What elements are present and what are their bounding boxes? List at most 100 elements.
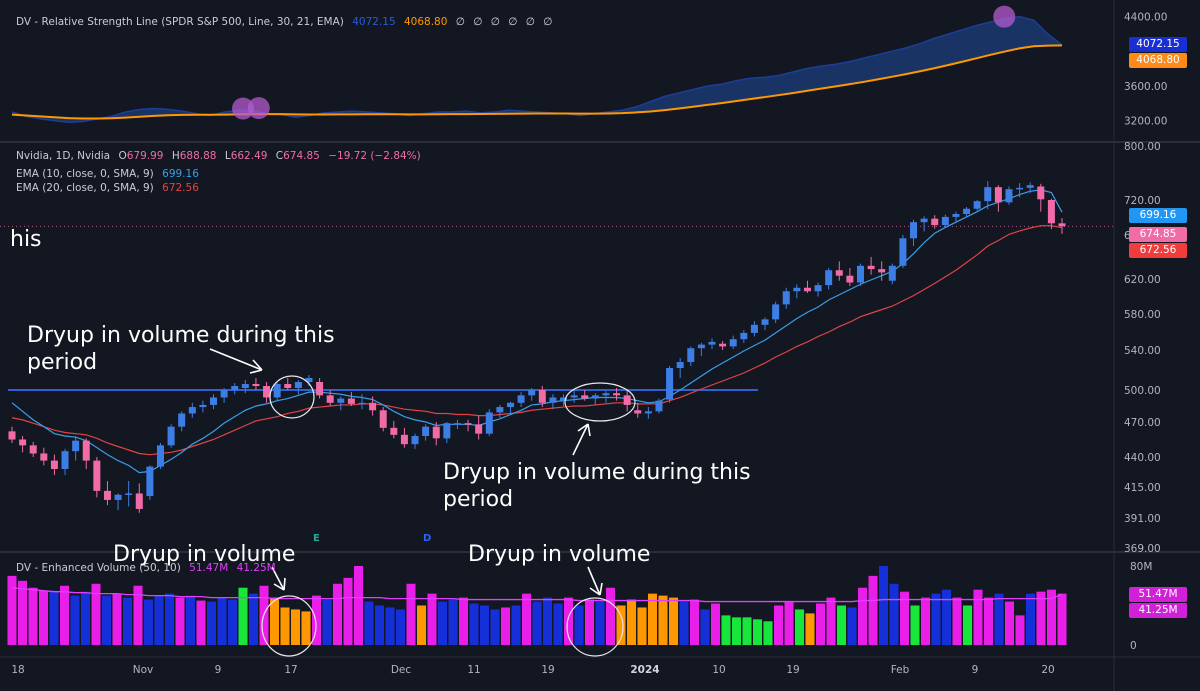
eye-icon[interactable]: ∅ bbox=[543, 16, 553, 28]
eye-icon[interactable]: ∅ bbox=[525, 16, 535, 28]
volume-bar bbox=[38, 590, 49, 645]
rs-legend: DV - Relative Strength Line (SPDR S&P 50… bbox=[16, 16, 557, 28]
volume-bar bbox=[133, 585, 143, 645]
rs-line-price-tag: 4072.15 bbox=[1129, 37, 1187, 52]
candle-body bbox=[676, 362, 684, 368]
price-legend: Nvidia, 1D, Nvidia O679.99 H688.88 L662.… bbox=[16, 150, 426, 162]
volume-bar bbox=[815, 603, 826, 645]
ema20-value: 672.56 bbox=[162, 182, 199, 194]
candle-body bbox=[156, 445, 164, 467]
candle-body bbox=[326, 395, 334, 403]
candle-body bbox=[305, 378, 313, 382]
rs-title: DV - Relative Strength Line (SPDR S&P 50… bbox=[16, 16, 344, 28]
candle-body bbox=[973, 201, 981, 209]
rs-value-2: 4068.80 bbox=[403, 16, 448, 28]
eye-icon[interactable]: ∅ bbox=[473, 16, 483, 28]
candle-body bbox=[506, 402, 514, 408]
c-value: 674.85 bbox=[283, 150, 320, 162]
candle-body bbox=[82, 440, 90, 461]
candle-body bbox=[103, 490, 111, 500]
change-value: −19.72 (−2.84%) bbox=[328, 150, 421, 162]
candle-body bbox=[40, 453, 48, 461]
volume-bar bbox=[731, 617, 742, 645]
volume-bar bbox=[983, 597, 994, 645]
candle-body bbox=[623, 395, 631, 405]
volume-bar bbox=[206, 601, 217, 645]
eye-icon[interactable]: ∅ bbox=[455, 16, 465, 28]
eye-icon[interactable]: ∅ bbox=[490, 16, 500, 28]
volume-bar bbox=[647, 593, 658, 645]
annotation-volume-mid: Dryup in volume bbox=[468, 542, 651, 567]
annotation-top-left: Dryup in volume during this period bbox=[27, 323, 335, 375]
volume-bar bbox=[920, 597, 931, 645]
volume-bar bbox=[164, 593, 175, 645]
volume-bar bbox=[1015, 615, 1025, 645]
ema20-label[interactable]: EMA (20, close, 0, SMA, 9) bbox=[16, 182, 154, 194]
annotation-arrow bbox=[271, 566, 286, 591]
candle-body bbox=[814, 285, 822, 292]
earnings-marker[interactable]: E bbox=[313, 533, 320, 544]
annotation-arrow bbox=[587, 566, 603, 596]
ema10-label[interactable]: EMA (10, close, 0, SMA, 9) bbox=[16, 168, 154, 180]
candle-body bbox=[963, 208, 971, 214]
volume-bar bbox=[154, 595, 164, 645]
volume-bar bbox=[269, 597, 280, 645]
volume-bar bbox=[91, 583, 101, 645]
time-axis-tick: 19 bbox=[786, 664, 799, 676]
symbol-name[interactable]: Nvidia, 1D, Nvidia bbox=[16, 150, 111, 162]
ohlc-high: H688.88 bbox=[172, 150, 217, 162]
rs-high-marker bbox=[232, 97, 254, 120]
candle-body bbox=[411, 436, 419, 445]
candle-body bbox=[591, 395, 599, 399]
c-label: C bbox=[275, 150, 284, 162]
time-axis-tick: Nov bbox=[133, 664, 154, 676]
volume-bar bbox=[448, 599, 458, 645]
candle-body bbox=[613, 393, 621, 396]
candle-body bbox=[347, 398, 355, 404]
volume-bar bbox=[17, 580, 28, 645]
volume-bar bbox=[1046, 589, 1057, 645]
price-axis-tick: 720.00 bbox=[1124, 195, 1161, 207]
candle-body bbox=[453, 423, 461, 425]
volume-bar bbox=[710, 603, 721, 645]
annotation-arrow bbox=[572, 423, 591, 456]
candle-body bbox=[252, 384, 260, 386]
price-axis-tick: 369.00 bbox=[1124, 543, 1161, 555]
candle-body bbox=[581, 395, 589, 399]
rs-high-marker bbox=[993, 5, 1016, 28]
volume-bar bbox=[605, 587, 616, 645]
highlight-ellipse bbox=[566, 597, 624, 657]
volume-bar bbox=[574, 605, 584, 645]
time-axis-tick: 11 bbox=[467, 664, 480, 676]
volume-bar bbox=[763, 621, 773, 645]
time-axis-tick: 9 bbox=[215, 664, 222, 676]
candle-body bbox=[793, 287, 801, 292]
volume-bar bbox=[973, 589, 983, 645]
volume-bar bbox=[353, 566, 364, 645]
volume-bar bbox=[238, 587, 248, 645]
candle-body bbox=[750, 324, 758, 333]
rs-line bbox=[11, 15, 1063, 124]
candle-body bbox=[167, 426, 175, 446]
eye-icon[interactable]: ∅ bbox=[508, 16, 518, 28]
time-axis-tick: Dec bbox=[391, 664, 412, 676]
ema10-value: 699.16 bbox=[162, 168, 199, 180]
candle-body bbox=[8, 431, 16, 440]
candle-body bbox=[496, 407, 504, 413]
candle-body bbox=[1016, 187, 1024, 190]
volume-value-1: 51.47M bbox=[189, 562, 229, 574]
candle-body bbox=[114, 494, 122, 500]
ohlc-close: C674.85 bbox=[276, 150, 320, 162]
candle-body bbox=[952, 214, 960, 217]
volume-bar bbox=[322, 599, 332, 645]
volume-bar bbox=[784, 601, 794, 645]
candle-body bbox=[1005, 189, 1013, 203]
volume-bar bbox=[679, 601, 689, 645]
time-axis-tick: 9 bbox=[972, 664, 979, 676]
candle-body bbox=[379, 410, 387, 428]
candle-body bbox=[602, 393, 610, 396]
dividend-marker[interactable]: D bbox=[423, 533, 432, 544]
volume-title[interactable]: DV - Enhanced Volume (50, 10) bbox=[16, 562, 181, 574]
volume-bar bbox=[742, 617, 752, 645]
candle-body bbox=[517, 395, 525, 403]
